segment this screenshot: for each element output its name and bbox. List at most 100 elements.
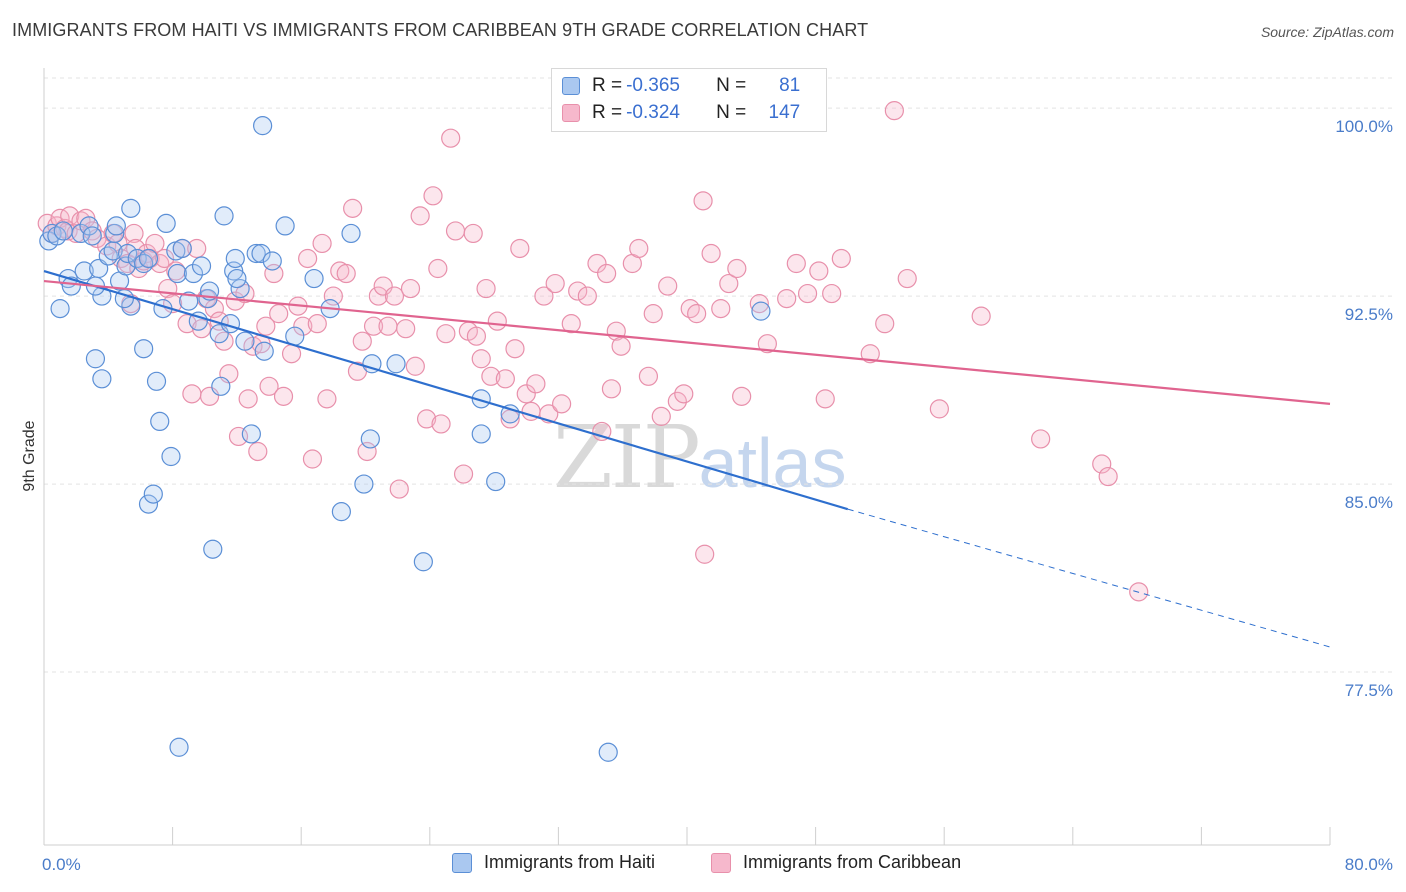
x-tick-label: 80.0% <box>1345 855 1393 874</box>
haiti-point <box>47 226 67 246</box>
caribbean-point <box>410 206 430 226</box>
caribbean-point <box>363 316 384 336</box>
caribbean-point <box>516 384 536 404</box>
legend-r-label: R = <box>592 102 623 123</box>
caribbean-point <box>368 286 388 306</box>
haiti-point <box>106 216 126 236</box>
haiti-point <box>117 243 138 264</box>
haiti-point <box>188 311 208 331</box>
caribbean-point <box>797 283 818 304</box>
haiti-point <box>225 248 245 269</box>
caribbean-point <box>336 263 356 284</box>
caribbean-point <box>611 336 631 356</box>
haiti-point <box>138 494 159 514</box>
caribbean-point <box>568 281 588 301</box>
caribbean-legend-label: Immigrants from Caribbean <box>743 852 962 872</box>
caribbean-point <box>269 304 289 324</box>
caribbean-point <box>281 344 302 364</box>
caribbean-point <box>667 391 687 411</box>
caribbean-point <box>428 258 448 279</box>
haiti-legend-swatch <box>452 852 472 873</box>
caribbean-point <box>293 316 313 336</box>
caribbean-point <box>405 356 425 376</box>
haiti-swatch <box>562 77 580 95</box>
haiti-point <box>304 268 324 289</box>
y-tick-label: 77.5% <box>1345 681 1393 700</box>
haiti-point <box>471 424 491 444</box>
caribbean-point <box>786 253 806 274</box>
haiti-point <box>235 331 255 351</box>
caribbean-point <box>658 276 678 296</box>
caribbean-point <box>357 441 377 462</box>
haiti-point <box>161 446 181 467</box>
caribbean-point <box>1092 454 1112 474</box>
haiti-point <box>169 737 189 757</box>
caribbean-point <box>815 389 835 409</box>
haiti-point <box>751 301 771 321</box>
caribbean-point <box>884 101 904 121</box>
caribbean-swatch <box>562 104 580 122</box>
caribbean-point <box>601 379 622 399</box>
caribbean-point <box>545 273 565 294</box>
haiti-point <box>74 261 94 281</box>
caribbean-point <box>587 253 607 274</box>
y-axis-title: 9th Grade <box>21 420 38 491</box>
caribbean-point <box>687 304 707 324</box>
caribbean-point <box>711 299 731 319</box>
caribbean-point <box>238 389 258 409</box>
haiti-point <box>105 223 125 244</box>
haiti-point <box>241 424 261 444</box>
caribbean-point <box>749 294 769 314</box>
y-tick-label: 92.5% <box>1345 305 1393 324</box>
caribbean-point <box>416 409 437 429</box>
haiti-point <box>486 471 506 492</box>
caribbean-point <box>445 221 466 241</box>
haiti-point <box>214 206 234 226</box>
haiti-point <box>127 248 147 269</box>
caribbean-point <box>577 286 597 306</box>
caribbean-point <box>307 314 327 334</box>
haiti-point <box>167 263 188 284</box>
caribbean-point <box>929 399 949 419</box>
caribbean-point <box>436 324 456 344</box>
haiti-point <box>191 256 212 276</box>
caribbean-point <box>526 374 546 394</box>
haiti-legend-label: Immigrants from Haiti <box>484 852 656 872</box>
caribbean-point <box>809 261 829 281</box>
legend-row-caribbean: R = -0.324 N = 147 <box>562 100 800 126</box>
haiti-point <box>598 742 618 762</box>
caribbean-point <box>552 394 572 414</box>
haiti-point <box>211 376 231 396</box>
source-label: Source: ZipAtlas.com <box>1260 24 1394 40</box>
series-legend: Immigrants from Haiti Immigrants from Ca… <box>0 852 1406 876</box>
caribbean-point <box>674 384 694 404</box>
caribbean-point <box>651 406 671 426</box>
caribbean-point <box>384 286 405 306</box>
caribbean-point <box>693 191 713 211</box>
haiti-point <box>85 349 106 369</box>
legend-row-haiti: R = -0.365 N = 81 <box>562 73 800 99</box>
caribbean-point <box>777 288 797 309</box>
caribbean-point <box>317 389 337 409</box>
haiti-point <box>138 248 159 269</box>
caribbean-point <box>352 331 372 351</box>
haiti-point <box>362 354 382 374</box>
caribbean-point <box>597 263 617 284</box>
caribbean-point <box>727 258 747 279</box>
legend-n-label: N = <box>716 75 747 96</box>
trend-lines <box>43 269 1331 648</box>
caribbean-point <box>1031 429 1051 449</box>
caribbean-point <box>481 366 501 386</box>
haiti-point <box>146 371 167 391</box>
haiti-point <box>50 299 70 319</box>
caribbean-point <box>378 316 398 336</box>
caribbean-point <box>822 283 842 304</box>
haiti-point <box>179 291 199 311</box>
caribbean-point <box>510 238 530 259</box>
legend-n-value: 81 <box>779 75 801 96</box>
legend-item-caribbean: Immigrants from Caribbean <box>711 852 961 873</box>
correlation-legend: R = -0.365 N = 81 R = -0.324 N = 147 <box>551 68 827 132</box>
haiti-point <box>172 238 192 259</box>
caribbean-point <box>396 319 416 339</box>
y-tick-label: 100.0% <box>1335 117 1393 136</box>
